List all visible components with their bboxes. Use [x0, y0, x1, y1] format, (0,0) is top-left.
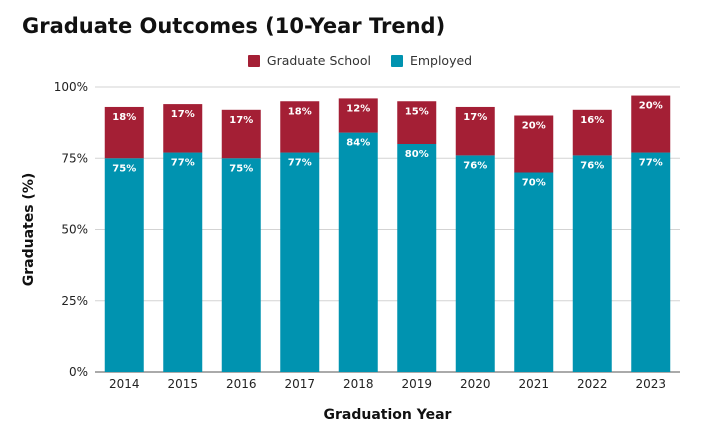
y-axis-title: Graduates (%) — [21, 173, 37, 287]
data-label-employed: 75% — [112, 163, 136, 174]
data-label-graduate-school: 17% — [229, 115, 253, 126]
data-label-employed: 76% — [580, 160, 604, 171]
data-label-employed: 75% — [229, 163, 253, 174]
bar-employed — [104, 158, 144, 372]
y-tick-label: 25% — [61, 294, 88, 308]
bar-employed — [572, 155, 612, 372]
data-label-graduate-school: 20% — [639, 101, 663, 112]
legend: Graduate School Employed — [0, 53, 720, 70]
data-label-employed: 76% — [463, 160, 487, 171]
data-label-employed: 84% — [346, 138, 370, 149]
bar-graduate-school — [455, 106, 495, 156]
x-tick-label: 2017 — [284, 377, 315, 391]
data-label-graduate-school: 17% — [463, 112, 487, 123]
bar-graduate-school — [104, 106, 144, 159]
x-tick-label: 2015 — [167, 377, 198, 391]
y-tick-label: 0% — [69, 365, 88, 379]
bar-employed — [338, 132, 378, 372]
x-tick-label: 2021 — [518, 377, 549, 391]
legend-swatch-employed — [390, 54, 403, 67]
data-label-employed: 70% — [522, 178, 546, 189]
legend-item-employed: Employed — [390, 53, 473, 68]
bar-graduate-school — [514, 115, 554, 173]
x-tick-label: 2014 — [109, 377, 140, 391]
bar-employed — [280, 152, 320, 372]
bar-employed — [221, 158, 261, 372]
data-label-graduate-school: 17% — [171, 109, 195, 120]
bar-graduate-school — [280, 101, 320, 153]
data-label-employed: 77% — [171, 158, 195, 169]
bar-employed — [455, 155, 495, 372]
data-label-graduate-school: 18% — [288, 106, 312, 117]
data-label-employed: 77% — [288, 158, 312, 169]
bar-employed — [631, 152, 671, 372]
data-label-graduate-school: 18% — [112, 112, 136, 123]
bar-graduate-school — [572, 109, 612, 156]
legend-item-graduate-school: Graduate School — [247, 53, 371, 68]
x-tick-label: 2023 — [635, 377, 666, 391]
bar-employed — [514, 172, 554, 372]
bar-employed — [397, 144, 437, 372]
data-label-graduate-school: 20% — [522, 121, 546, 132]
x-tick-label: 2019 — [401, 377, 432, 391]
y-tick-label: 75% — [61, 151, 88, 165]
legend-label-graduate-school: Graduate School — [266, 53, 371, 68]
data-label-graduate-school: 15% — [405, 106, 429, 117]
chart-title: Graduate Outcomes (10-Year Trend) — [22, 14, 446, 38]
legend-label-employed: Employed — [409, 53, 473, 68]
bar-graduate-school — [338, 98, 378, 133]
bar-graduate-school — [631, 95, 671, 153]
data-label-employed: 80% — [405, 149, 429, 160]
x-tick-label: 2018 — [343, 377, 374, 391]
bar-graduate-school — [163, 104, 203, 153]
data-label-employed: 77% — [639, 158, 663, 169]
legend-swatch-graduate-school — [247, 54, 260, 67]
data-label-graduate-school: 16% — [580, 115, 604, 126]
y-tick-label: 100% — [54, 80, 88, 94]
y-tick-label: 50% — [61, 223, 88, 237]
x-axis-title: Graduation Year — [324, 407, 452, 423]
x-tick-label: 2020 — [460, 377, 491, 391]
bar-employed — [163, 152, 203, 372]
data-label-graduate-school: 12% — [346, 103, 370, 114]
bar-graduate-school — [397, 101, 437, 144]
x-tick-label: 2016 — [226, 377, 257, 391]
bar-graduate-school — [221, 109, 261, 159]
x-tick-label: 2022 — [577, 377, 608, 391]
